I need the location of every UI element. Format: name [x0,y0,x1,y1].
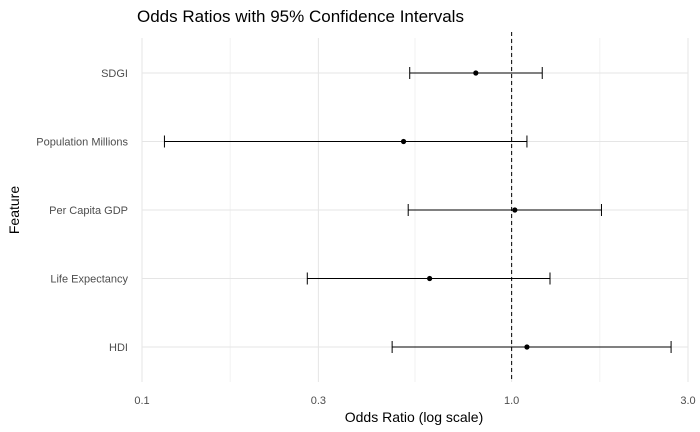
y-tick-label: Life Expectancy [50,274,128,286]
x-axis-title: Odds Ratio (log scale) [345,409,484,425]
y-tick-labels: SDGI Population Millions Per Capita GDP Lif… [36,68,128,354]
point-estimate [524,344,530,350]
errorbar [407,204,602,216]
chart-title: Odds Ratios with 95% Confidence Interval… [137,7,464,26]
y-tick-label: Population Millions [36,137,128,149]
x-tick-label: 1.0 [504,395,519,407]
y-tick-label: Per Capita GDP [49,205,128,217]
point-estimates [400,70,530,350]
point-estimate [512,207,518,213]
y-tick-label: HDI [109,342,128,354]
y-axis-title: Feature [6,186,22,234]
y-tick-label: SDGI [101,68,128,80]
point-estimate [473,70,479,76]
x-tick-label: 0.1 [134,395,149,407]
x-tick-label: 3.0 [680,395,695,407]
point-estimate [427,275,433,282]
errorbar [163,135,528,148]
errorbar [391,341,672,353]
x-tick-labels: 0.1 0.3 1.0 3.0 [134,395,695,407]
point-estimate [400,138,407,145]
x-tick-label: 0.3 [311,395,326,407]
